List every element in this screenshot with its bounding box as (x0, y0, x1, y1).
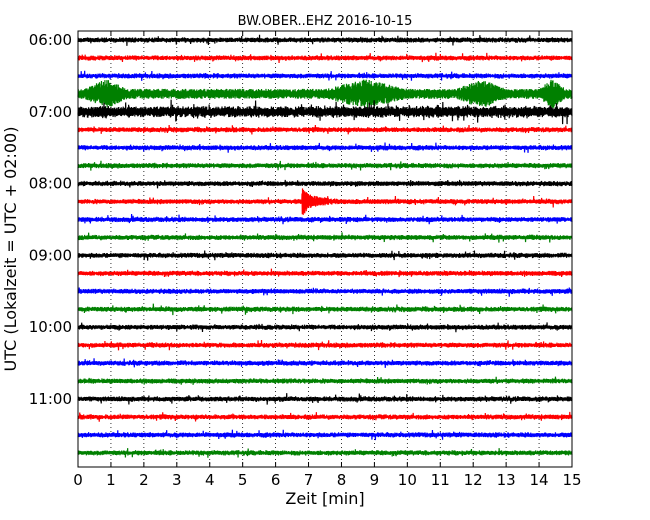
x-axis-ticks: 0 1 2 3 4 5 6 7 8 9 10 11 12 13 14 15 (73, 31, 582, 489)
y-tick-label: 11:00 (29, 390, 72, 408)
chart-title: BW.OBER..EHZ 2016-10-15 (238, 14, 413, 29)
x-tick-label: 4 (205, 471, 215, 489)
trace-lines (77, 34, 573, 458)
x-tick-label: 2 (139, 471, 149, 489)
y-tick-label: 08:00 (29, 175, 72, 193)
trace-0700 (77, 99, 573, 125)
x-tick-label: 8 (337, 471, 347, 489)
grid-lines (110, 31, 540, 467)
trace-0745 (77, 160, 573, 171)
trace-0600 (77, 34, 573, 46)
trace-0645 (77, 79, 573, 109)
x-tick-label: 13 (497, 471, 516, 489)
x-tick-label: 5 (238, 471, 248, 489)
trace-1100 (77, 393, 573, 405)
y-tick-label: 06:00 (29, 31, 72, 49)
trace-0615 (77, 52, 573, 63)
y-tick-label: 10:00 (29, 318, 72, 336)
trace-0730 (77, 142, 573, 153)
plot-frame (77, 30, 573, 468)
y-tick-label: 09:00 (29, 246, 72, 264)
y-axis-label: UTC (Lokalzeit = UTC + 02:00) (1, 127, 20, 372)
trace-1015 (77, 339, 573, 351)
trace-0800 (77, 179, 573, 189)
trace-1145 (77, 448, 573, 458)
x-tick-label: 6 (271, 471, 281, 489)
trace-0715 (77, 124, 573, 135)
trace-1000 (77, 322, 573, 333)
x-tick-label: 1 (106, 471, 116, 489)
trace-0830 (77, 214, 573, 225)
trace-0900 (77, 250, 573, 261)
x-tick-label: 10 (398, 471, 417, 489)
trace-1030 (77, 358, 573, 368)
trace-0915 (77, 268, 573, 278)
x-tick-label: 7 (304, 471, 314, 489)
x-tick-label: 3 (172, 471, 182, 489)
trace-0930 (77, 287, 573, 297)
x-tick-label: 0 (73, 471, 83, 489)
x-tick-label: 14 (530, 471, 549, 489)
x-tick-label: 15 (562, 471, 581, 489)
x-tick-label: 11 (431, 471, 450, 489)
y-tick-label: 07:00 (29, 103, 72, 121)
trace-1115 (77, 411, 573, 422)
trace-1045 (77, 376, 573, 385)
y-axis-ticks: 06:00 07:00 08:00 09:00 10:00 11:00 (29, 31, 572, 408)
trace-0815 (77, 188, 573, 215)
x-axis-label: Zeit [min] (285, 489, 364, 508)
trace-0630 (77, 70, 573, 81)
trace-0845 (77, 232, 573, 243)
trace-0945 (77, 303, 573, 316)
trace-1130 (77, 429, 573, 441)
x-tick-label: 12 (464, 471, 483, 489)
x-tick-label: 9 (370, 471, 380, 489)
